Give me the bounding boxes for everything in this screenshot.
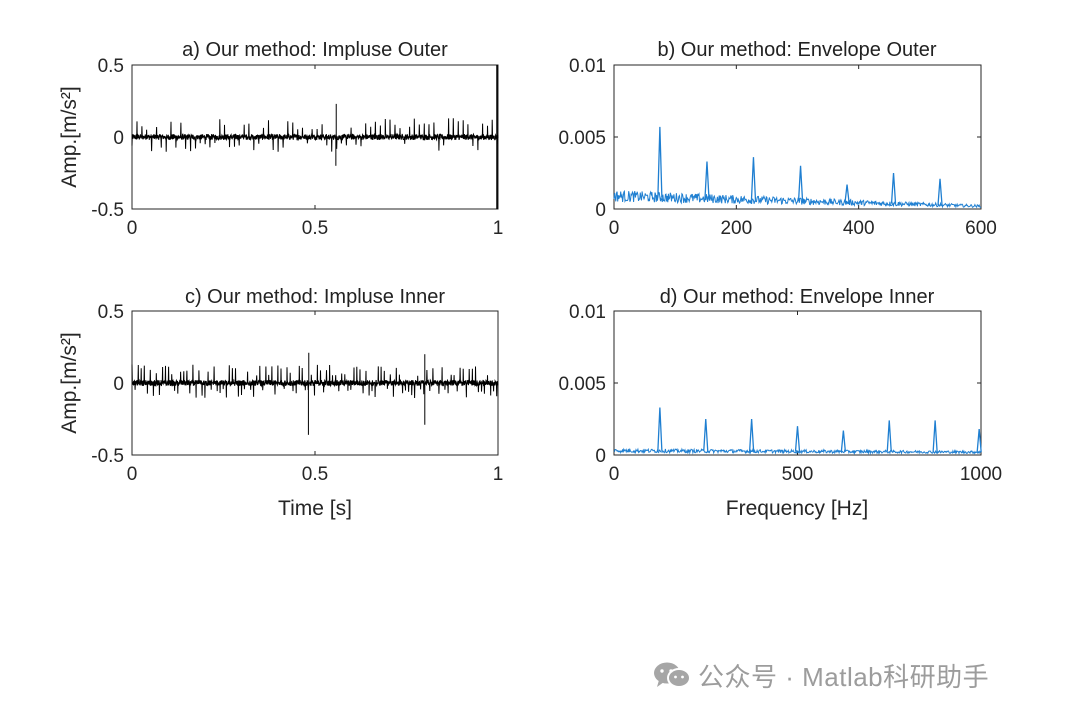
envelope-peak-b-4 — [844, 184, 850, 203]
xtick-label-d-0: 0 — [609, 464, 620, 485]
xtick-label-d-2: 1000 — [960, 464, 1002, 485]
xtick-label-c-1: 0.5 — [302, 464, 328, 485]
xtick-label-b-3: 600 — [965, 218, 997, 239]
envelope-peak-b-3 — [797, 165, 804, 202]
watermark-text: 公众号 · Matlab科研助手 — [698, 661, 990, 692]
ytick-label-a-1: 0 — [113, 128, 124, 149]
xlabel-d: Frequency [Hz] — [726, 497, 868, 520]
xtick-label-b-2: 400 — [843, 218, 875, 239]
envelope-peak-d-7 — [976, 429, 982, 453]
wechat-icon — [654, 662, 691, 688]
ytick-label-d-1: 0.005 — [558, 374, 606, 395]
envelope-peak-b-0 — [657, 126, 663, 198]
envelope-peak-d-3 — [794, 426, 801, 452]
ytick-label-a-0: -0.5 — [91, 200, 124, 221]
title-a: a) Our method: Impluse Outer — [182, 39, 448, 61]
envelope-peak-d-2 — [748, 418, 755, 452]
axes-b-marks: 0 200 400 600 0 0.005 0.01 — [558, 56, 996, 239]
ytick-label-d-0: 0 — [595, 446, 606, 467]
xtick-label-a-2: 1 — [493, 218, 504, 239]
xtick-label-c-0: 0 — [127, 464, 138, 485]
ytick-label-b-0: 0 — [595, 200, 606, 221]
xtick-label-b-1: 200 — [720, 218, 752, 239]
axes-b-frame — [613, 64, 982, 210]
envelope-peak-d-6 — [932, 420, 938, 452]
xtick-label-d-1: 500 — [782, 464, 814, 485]
xtick-label-c-2: 1 — [493, 464, 504, 485]
envelope-baseline-b — [613, 189, 982, 209]
impulse-trace-a — [131, 118, 499, 152]
ytick-label-c-2: 0.5 — [98, 302, 124, 323]
axes-a-marks: 0 0.5 1-0.500.5 — [91, 56, 503, 239]
impulse-trace-c — [131, 364, 499, 399]
ytick-label-d-2: 0.01 — [569, 302, 606, 323]
envelope-peak-d-5 — [886, 420, 892, 452]
envelope-peak-d-4 — [840, 430, 847, 452]
axes-d-marks: 0 500 1000 0 0.005 0.01 — [558, 302, 1002, 485]
xtick-label-b-0: 0 — [609, 218, 620, 239]
ytick-label-c-1: 0 — [113, 374, 124, 395]
xtick-label-a-1: 0.5 — [302, 218, 328, 239]
title-d: d) Our method: Envelope Inner — [660, 286, 935, 308]
title-c: c) Our method: Impluse Inner — [185, 286, 445, 308]
envelope-peak-b-1 — [704, 161, 710, 199]
xtick-label-a-0: 0 — [127, 218, 138, 239]
envelope-peak-d-1 — [703, 418, 709, 452]
ylabel-c: Amp.[m/s²] — [58, 332, 81, 434]
envelope-peak-b-6 — [937, 178, 943, 206]
xlabel-c: Time [s] — [278, 497, 352, 520]
axes-c-marks: 0 0.5 1-0.500.5 — [91, 302, 503, 485]
envelope-peak-b-2 — [750, 157, 757, 200]
envelope-peak-d-0 — [657, 407, 663, 451]
ytick-label-b-1: 0.005 — [558, 128, 606, 149]
axes-b — [613, 64, 982, 210]
ylabel-a: Amp.[m/s²] — [58, 86, 81, 188]
watermark: 公众号 · Matlab科研助手 — [652, 659, 990, 692]
envelope-baseline-d — [613, 447, 982, 456]
title-b: b) Our method: Envelope Outer — [657, 39, 936, 61]
ytick-label-c-0: -0.5 — [91, 446, 124, 467]
envelope-peak-b-5 — [890, 172, 897, 204]
ytick-label-b-2: 0.01 — [569, 56, 606, 77]
ytick-label-a-2: 0.5 — [98, 56, 124, 77]
